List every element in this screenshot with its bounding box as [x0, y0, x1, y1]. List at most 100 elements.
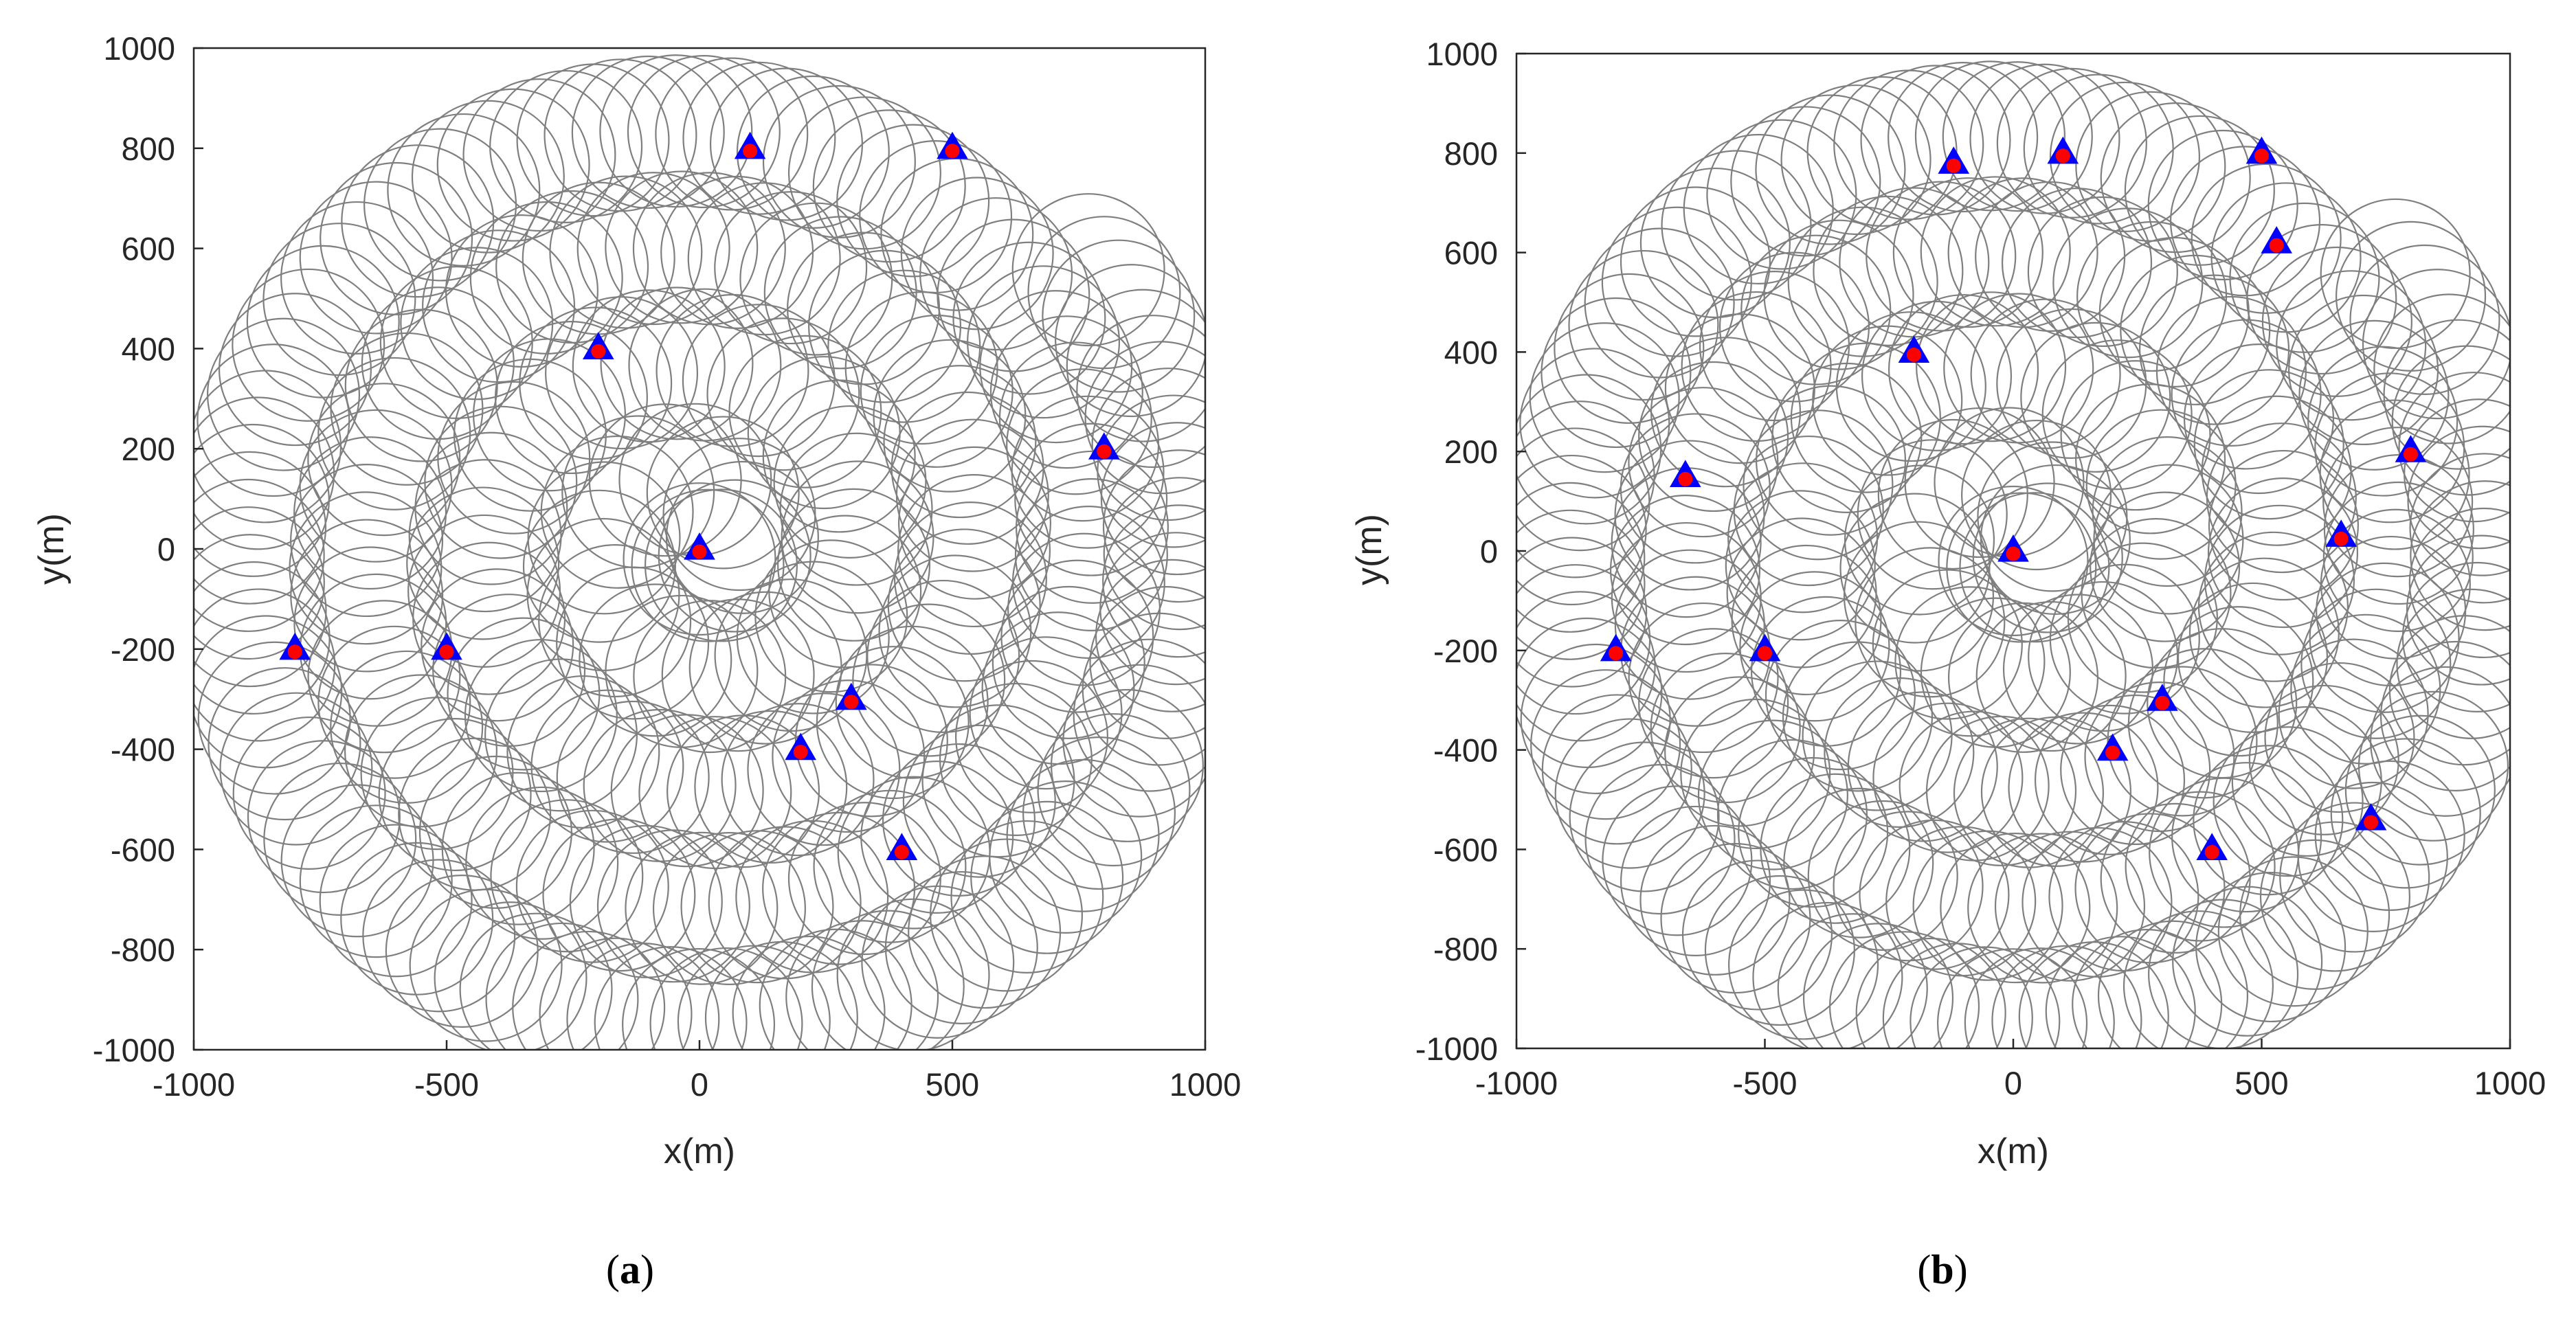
node-dot-b-9: [1609, 646, 1624, 661]
coverage-circle-b-113: [1628, 602, 1779, 754]
coverage-circle-a-19: [661, 598, 815, 752]
caption-a-letter: a: [620, 1247, 640, 1292]
coverage-circle-a-157: [967, 265, 1121, 419]
coverage-circle-a-245: [1082, 612, 1205, 766]
coverage-circle-b-118: [1697, 719, 1848, 870]
coverage-circle-b-217: [1777, 913, 1928, 1048]
coverage-circle-a-232: [861, 885, 1015, 1039]
node-dot-b-10: [1758, 646, 1772, 661]
nodes-group-b: [1600, 136, 2427, 860]
coverage-circle-b-94: [1839, 187, 1990, 338]
coverage-circle-b-163: [2169, 146, 2321, 297]
coverage-circle-b-14: [1855, 547, 2006, 698]
coverage-circle-a-197: [194, 478, 325, 632]
coverage-circle-a-16: [579, 583, 732, 737]
coverage-circle-b-37: [1888, 294, 2039, 445]
coverage-circle-b-189: [1554, 273, 1705, 424]
coverage-circle-a-222: [594, 946, 748, 1050]
coverage-circle-a-63: [721, 703, 875, 857]
coverage-circle-a-156: [979, 290, 1133, 444]
coverage-circle-a-174: [571, 55, 725, 209]
xticks-b: -1000 -500 0 500 1000: [1475, 1039, 2546, 1101]
coverage-circle-a-111: [293, 546, 447, 700]
coverage-circle-b-238: [2297, 781, 2448, 932]
xtick-label-b-0: -1000: [1475, 1065, 1558, 1101]
coverage-circle-b-229: [2097, 920, 2248, 1048]
coverage-circle-a-143: [969, 636, 1123, 790]
coverage-circle-a-208: [263, 762, 417, 916]
coverage-circle-a-155: [989, 315, 1143, 469]
xlabel-a: x(m): [664, 1132, 735, 1171]
coverage-circle-a-215: [409, 888, 563, 1042]
coverage-circle-b-93: [1866, 181, 2017, 332]
ytick-label-a-6: -200: [111, 631, 175, 668]
ytick-label-b-4: 200: [1444, 434, 1498, 470]
coverage-circle-b-184: [1639, 167, 1791, 319]
coverage-circle-b-72: [2197, 531, 2349, 682]
coverage-circle-b-134: [2100, 802, 2251, 954]
coverage-circle-a-125: [542, 818, 696, 972]
coverage-circle-a-169: [709, 67, 863, 221]
coverage-circle-b-149: [2322, 481, 2474, 632]
coverage-circle-b-64: [2060, 694, 2211, 846]
coverage-circle-a-31: [728, 335, 882, 488]
coverage-circle-b-15: [1872, 569, 2023, 720]
node-dot-b-11: [2155, 695, 2170, 710]
coverage-circle-a-43: [437, 381, 591, 534]
coverage-circle-a-243: [1062, 664, 1205, 818]
circles-group-a: [194, 54, 1205, 1050]
coverage-circle-a-50: [421, 568, 574, 722]
xtick-label-a-4: 1000: [1169, 1066, 1242, 1103]
coverage-circle-a-161: [900, 177, 1054, 330]
coverage-circle-a-192: [197, 344, 350, 497]
panel-a: -1000 -500 0 500 1000 1000 800 600 400 200 0 -200 -…: [32, 30, 1241, 1292]
coverage-circle-b-216: [1752, 901, 1903, 1048]
coverage-circle-a-15: [556, 566, 710, 720]
ytick-label-a-7: -400: [111, 732, 175, 768]
coverage-circle-b-49: [1731, 544, 1882, 696]
coverage-circle-b-85: [2076, 221, 2228, 372]
coverage-circle-a-204: [208, 667, 361, 821]
coverage-circle-a-149: [1014, 478, 1168, 632]
coverage-circle-b-227: [2045, 936, 2196, 1048]
coverage-circle-a-213: [362, 859, 516, 1013]
coverage-circle-a-189: [232, 268, 385, 422]
coverage-circle-a-88: [687, 182, 841, 336]
yticks-b: 1000 800 600 400 200 0 -200 -400 -600 -800 -1000: [1415, 36, 1526, 1067]
coverage-circle-b-195: [1516, 427, 1650, 578]
coverage-circle-b-228: [2072, 929, 2223, 1048]
coverage-circle-b-161: [2210, 182, 2362, 333]
coverage-circle-a-152: [1011, 395, 1165, 549]
coverage-circle-b-174: [1888, 62, 2039, 213]
coverage-circle-b-131: [2021, 826, 2173, 978]
coverage-circle-b-3: [1972, 482, 2123, 633]
coverage-circle-a-195: [194, 423, 330, 577]
coverage-circle-b-235: [2239, 839, 2390, 990]
coverage-circle-a-219: [512, 930, 666, 1050]
xticks-a: -1000 -500 0 500 1000: [153, 1040, 1241, 1103]
coverage-circle-a-116: [344, 674, 497, 828]
coverage-circle-a-223: [622, 948, 776, 1050]
coverage-circle-b-201: [1516, 591, 1656, 742]
coverage-circle-b-256: [2383, 319, 2510, 470]
coverage-circle-a-154: [998, 341, 1152, 495]
coverage-circle-a-39: [519, 306, 673, 460]
coverage-circle-b-224: [1964, 947, 2115, 1048]
coverage-circle-a-211: [319, 824, 473, 978]
coverage-circle-b-251: [2409, 453, 2510, 604]
coverage-circle-a-163: [859, 140, 1013, 294]
node-dot-b-8: [2333, 531, 2349, 546]
coverage-circle-b-132: [2048, 821, 2199, 972]
coverage-circle-b-232: [2172, 886, 2323, 1037]
coverage-circle-b-59: [1925, 715, 2077, 866]
coverage-circle-b-5: [1977, 441, 2128, 592]
coverage-circle-a-216: [434, 901, 587, 1050]
coverage-circle-a-183: [341, 144, 495, 298]
circles-group-b: [1516, 60, 2510, 1048]
coverage-circle-b-77: [2201, 395, 2352, 546]
coverage-circle-b-75: [2208, 449, 2359, 601]
coverage-circle-a-73: [893, 502, 1047, 655]
coverage-circle-a-37: [572, 289, 726, 443]
coverage-circle-b-215: [1728, 889, 1879, 1040]
ylabel-a: y(m): [32, 513, 71, 585]
